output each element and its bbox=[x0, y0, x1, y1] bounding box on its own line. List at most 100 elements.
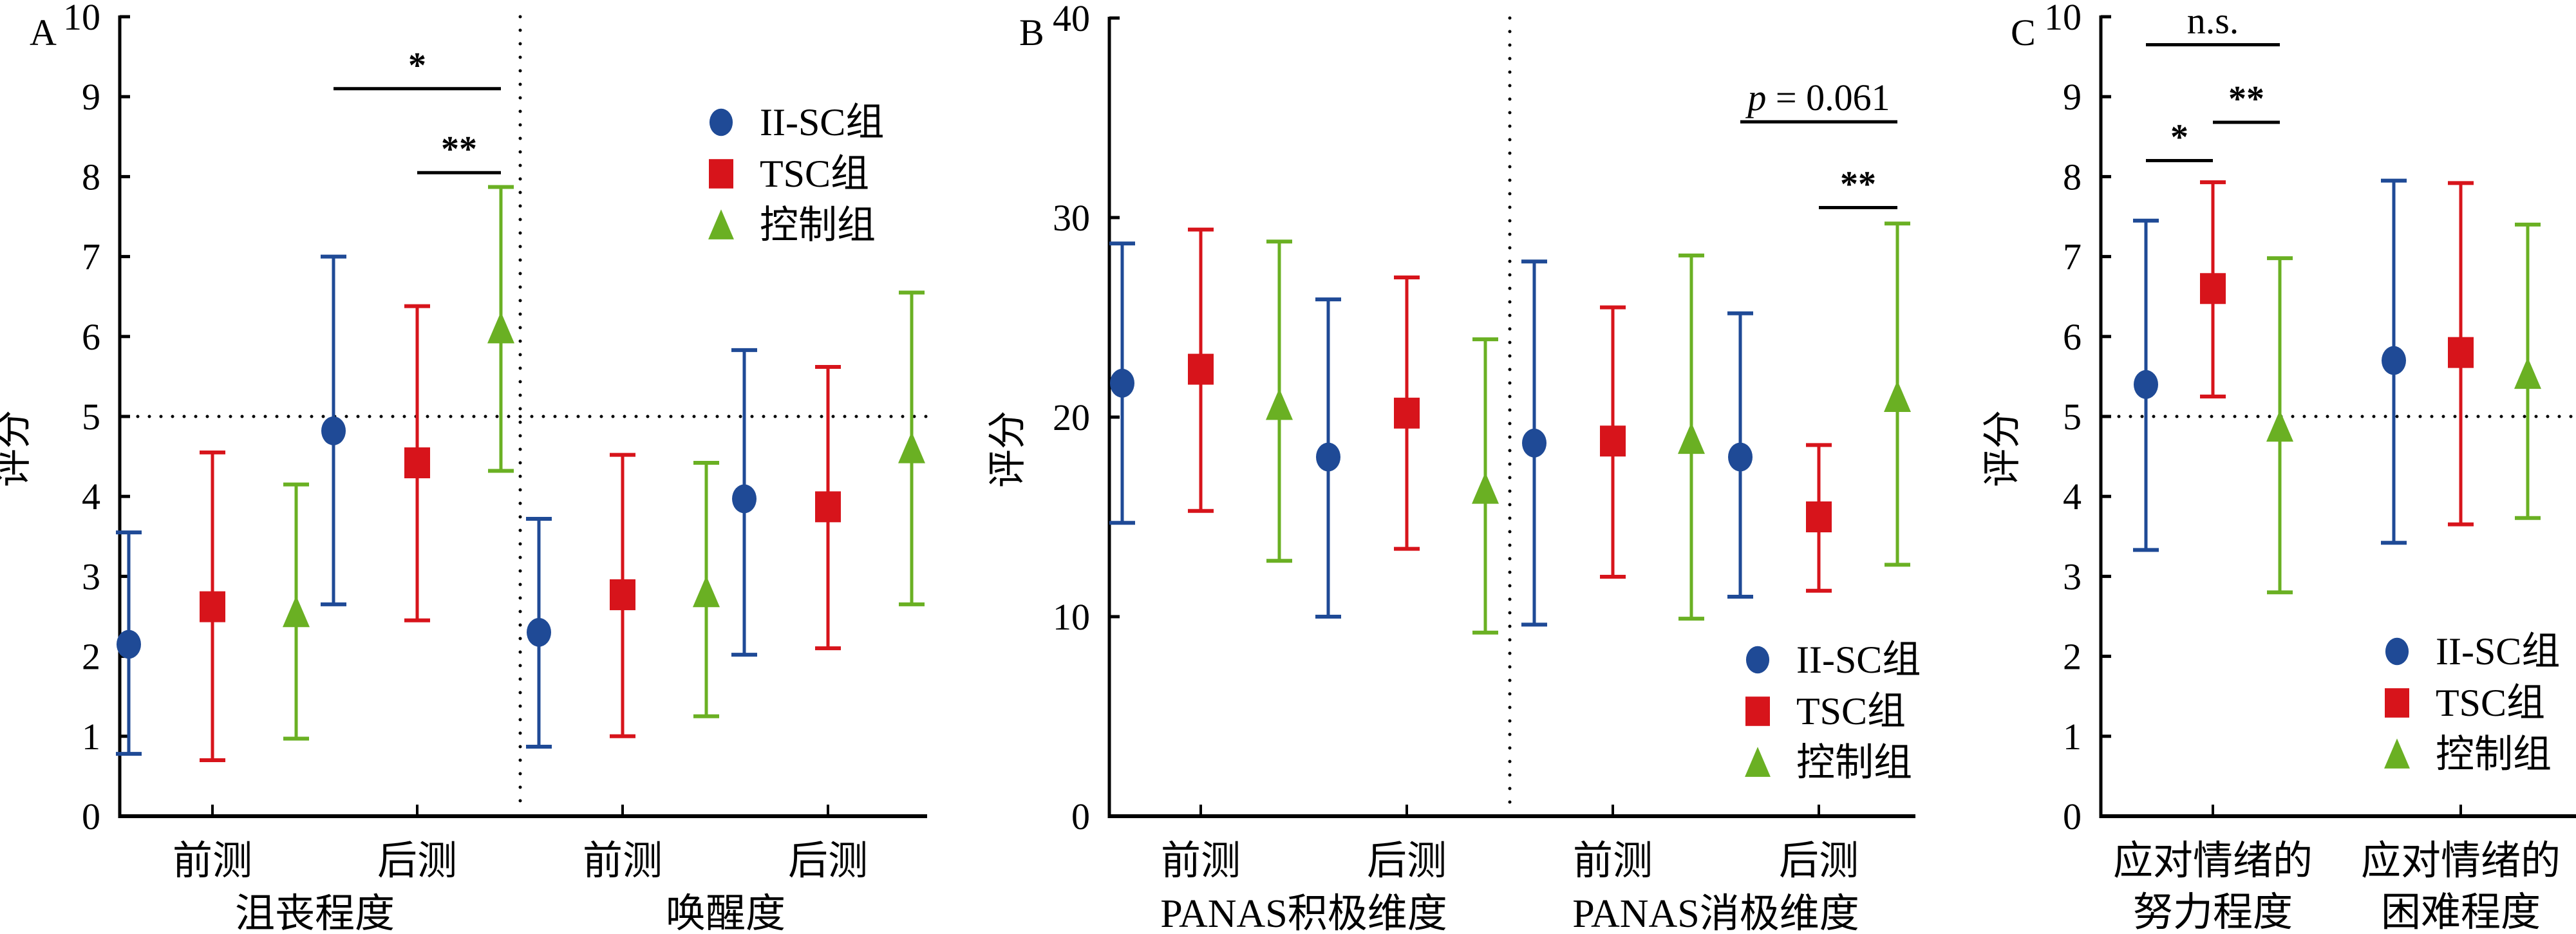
group-label: 唤醒度 bbox=[666, 892, 785, 934]
data-point bbox=[487, 312, 514, 344]
x-tick-label: 努力程度 bbox=[2133, 891, 2293, 934]
data-point bbox=[200, 591, 225, 622]
legend-label: II-SC组 bbox=[760, 101, 884, 144]
legend-label: TSC组 bbox=[1796, 690, 1906, 733]
legend-marker-II-SC bbox=[1745, 646, 1770, 674]
y-tick-label: 9 bbox=[2063, 76, 2082, 118]
y-tick-label: 2 bbox=[82, 636, 100, 678]
legend-marker-II-SC bbox=[709, 108, 733, 136]
x-tick-label: 后测 bbox=[1367, 839, 1447, 883]
data-point bbox=[1806, 501, 1832, 532]
legend-marker-II-SC bbox=[2385, 637, 2409, 666]
x-tick-label: 前测 bbox=[583, 839, 663, 883]
y-tick-label: 7 bbox=[82, 236, 100, 278]
y-tick-label: 1 bbox=[2063, 716, 2082, 758]
data-point bbox=[1110, 368, 1134, 398]
y-tick-label: 7 bbox=[2063, 236, 2082, 278]
panel-label: C bbox=[2011, 12, 2036, 53]
y-tick-label: 0 bbox=[2063, 796, 2082, 837]
y-tick-label: 3 bbox=[82, 556, 100, 597]
legend-marker-TSC bbox=[2385, 688, 2409, 718]
x-tick-label: 后测 bbox=[1779, 839, 1859, 883]
data-point bbox=[1522, 428, 1547, 458]
significance-label: ** bbox=[2228, 79, 2264, 119]
data-point bbox=[815, 491, 841, 523]
panel-label: A bbox=[30, 12, 57, 53]
y-tick-label: 5 bbox=[2063, 396, 2082, 438]
data-point bbox=[404, 447, 430, 479]
y-axis-label: 评分 bbox=[986, 411, 1029, 488]
x-tick-label: 后测 bbox=[377, 839, 457, 883]
group-label: PANAS消极维度 bbox=[1572, 892, 1859, 934]
y-tick-label: 8 bbox=[2063, 156, 2082, 198]
x-tick-label: 后测 bbox=[788, 839, 868, 883]
y-tick-label: 30 bbox=[1053, 197, 1090, 239]
legend-label: TSC组 bbox=[760, 153, 869, 195]
data-point bbox=[1884, 380, 1911, 412]
panel-label: B bbox=[1019, 12, 1044, 53]
legend-marker-control bbox=[2384, 738, 2410, 769]
data-point bbox=[2448, 337, 2474, 368]
data-point bbox=[2134, 369, 2158, 399]
y-tick-label: 4 bbox=[82, 476, 100, 518]
significance-label: p = 0.061 bbox=[1745, 77, 1890, 118]
y-tick-label: 40 bbox=[1053, 0, 1090, 39]
y-tick-label: 9 bbox=[82, 76, 100, 118]
data-point bbox=[693, 575, 720, 608]
x-tick-label: 应对情绪的 bbox=[2113, 839, 2313, 883]
group-label: 沮丧程度 bbox=[235, 892, 395, 934]
y-axis-label: 评分 bbox=[1981, 410, 2024, 487]
significance-label: ** bbox=[441, 129, 477, 169]
data-point bbox=[321, 416, 346, 445]
data-point bbox=[898, 431, 925, 463]
significance-label: n.s. bbox=[2187, 0, 2239, 41]
y-tick-label: 8 bbox=[82, 156, 100, 198]
y-tick-label: 20 bbox=[1053, 397, 1090, 438]
data-point bbox=[1728, 442, 1753, 472]
panel-C: C012345678910评分应对情绪的努力程度应对情绪的困难程度n.s.***… bbox=[1981, 0, 2576, 934]
data-point bbox=[2514, 357, 2541, 389]
p-value: = 0.061 bbox=[1766, 77, 1890, 118]
legend-marker-control bbox=[708, 209, 734, 239]
x-tick-label: 前测 bbox=[1573, 839, 1653, 883]
data-point bbox=[2200, 273, 2226, 304]
group-label: PANAS积极维度 bbox=[1160, 892, 1447, 934]
data-point bbox=[283, 595, 310, 628]
x-tick-label: 困难程度 bbox=[2381, 891, 2541, 934]
significance-label: * bbox=[408, 46, 426, 86]
y-tick-label: 2 bbox=[2063, 636, 2082, 678]
legend-label: 控制组 bbox=[2436, 733, 2552, 776]
y-tick-label: 10 bbox=[63, 0, 100, 38]
y-tick-label: 0 bbox=[82, 796, 100, 837]
legend-marker-TSC bbox=[709, 159, 733, 189]
x-tick-label: 前测 bbox=[1161, 839, 1241, 883]
data-point bbox=[1188, 353, 1214, 385]
data-point bbox=[2266, 410, 2293, 442]
data-point bbox=[1394, 397, 1420, 429]
legend-label: II-SC组 bbox=[1796, 639, 1921, 681]
y-tick-label: 10 bbox=[1053, 596, 1090, 638]
data-point bbox=[1678, 422, 1705, 454]
data-point bbox=[610, 579, 635, 610]
legend-label: TSC组 bbox=[2436, 682, 2545, 724]
data-point bbox=[117, 630, 141, 659]
legend-label: II-SC组 bbox=[2436, 630, 2560, 673]
p-symbol: p bbox=[1745, 77, 1766, 118]
y-tick-label: 6 bbox=[82, 316, 100, 358]
y-tick-label: 5 bbox=[82, 396, 100, 438]
y-tick-label: 10 bbox=[2044, 0, 2082, 38]
legend-label: 控制组 bbox=[1796, 742, 1912, 784]
data-point bbox=[732, 484, 757, 514]
data-point bbox=[1472, 472, 1499, 504]
data-point bbox=[527, 617, 551, 647]
data-point bbox=[1316, 442, 1340, 472]
y-tick-label: 6 bbox=[2063, 316, 2082, 358]
data-point bbox=[1600, 425, 1626, 457]
data-point bbox=[2382, 346, 2406, 375]
